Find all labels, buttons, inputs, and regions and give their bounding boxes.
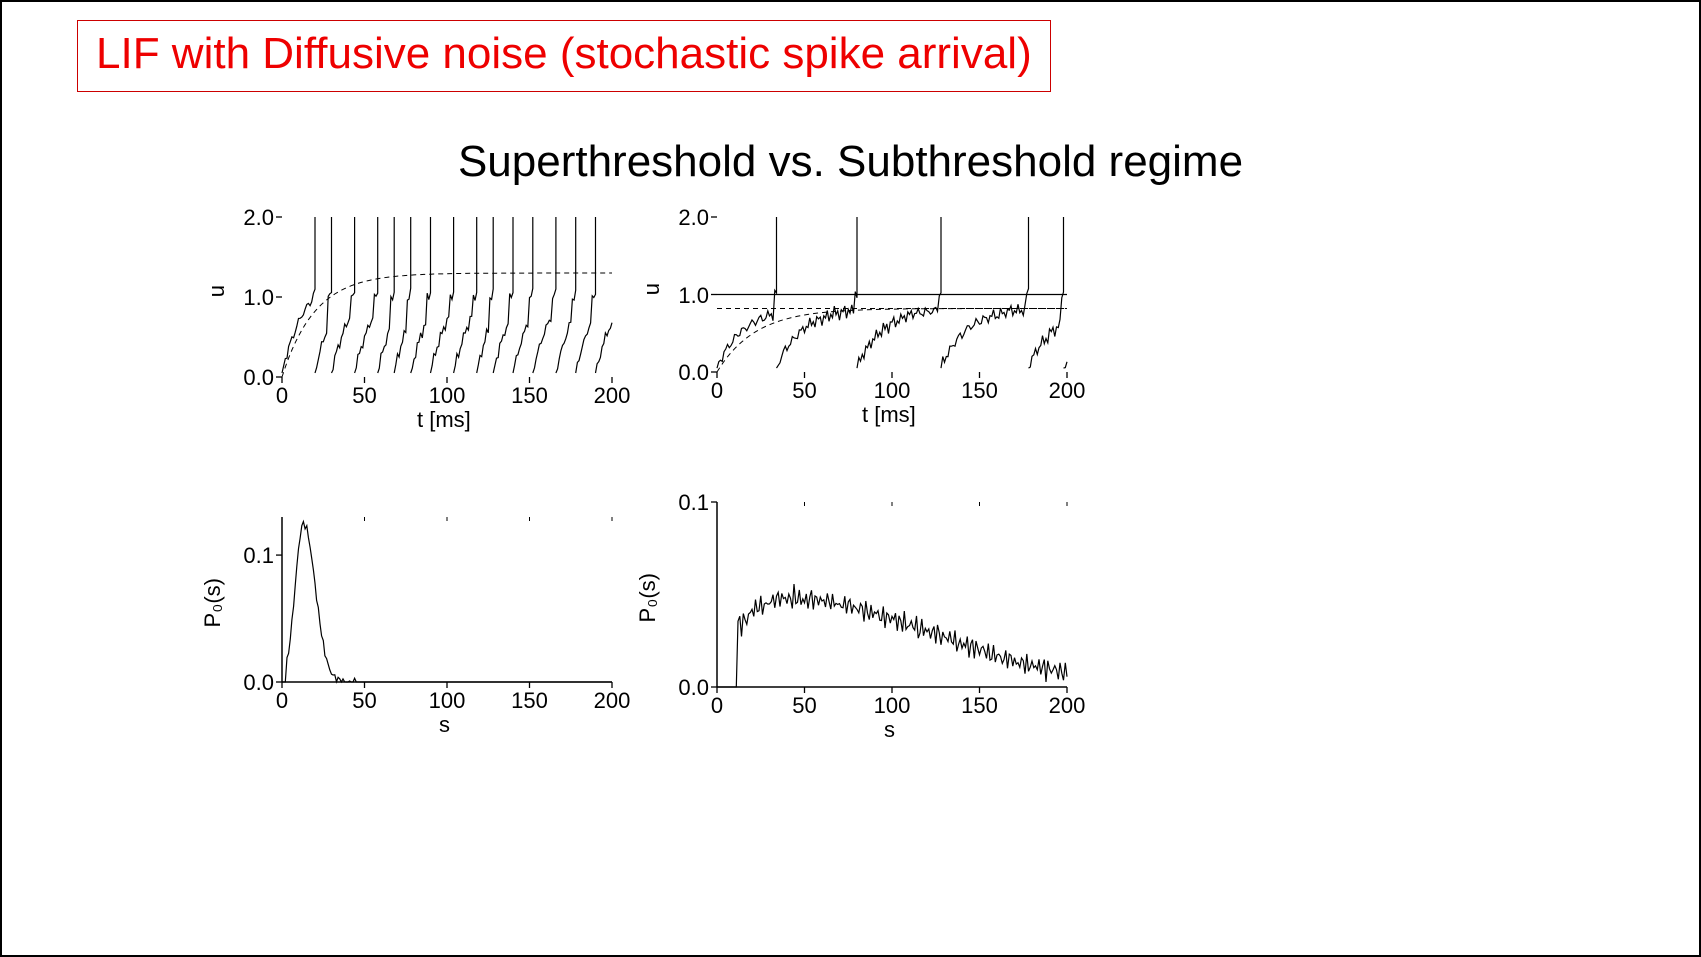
xtick-label: 150 <box>505 383 555 409</box>
xtick-label: 50 <box>340 688 390 714</box>
xlabel: s <box>884 717 895 743</box>
xtick-label: 200 <box>1042 693 1092 719</box>
xtick-label: 100 <box>867 378 917 404</box>
xtick-label: 0 <box>257 688 307 714</box>
panel-top-left <box>282 217 612 382</box>
xlabel: t [ms] <box>862 402 916 428</box>
panel-top-right <box>717 217 1067 377</box>
ytick-label: 2.0 <box>667 205 709 231</box>
xtick-label: 50 <box>340 383 390 409</box>
xlabel: s <box>439 712 450 738</box>
ytick-label: 0.1 <box>667 490 709 516</box>
xtick-label: 100 <box>422 688 472 714</box>
slide-title: LIF with Diffusive noise (stochastic spi… <box>77 20 1051 92</box>
plot-grid: 0.01.02.0u050100150200t [ms]0.01.02.0u05… <box>202 217 1102 757</box>
xtick-label: 150 <box>505 688 555 714</box>
xtick-label: 0 <box>692 693 742 719</box>
xtick-label: 200 <box>587 383 637 409</box>
ylabel: P₀(s) <box>635 573 661 622</box>
xtick-label: 150 <box>955 378 1005 404</box>
slide-subtitle: Superthreshold vs. Subthreshold regime <box>2 137 1699 187</box>
xtick-label: 0 <box>257 383 307 409</box>
xtick-label: 100 <box>422 383 472 409</box>
xtick-label: 200 <box>587 688 637 714</box>
xtick-label: 0 <box>692 378 742 404</box>
panel-bottom-left <box>282 517 612 687</box>
ylabel: P₀(s) <box>200 578 226 627</box>
xtick-label: 50 <box>780 378 830 404</box>
xtick-label: 150 <box>955 693 1005 719</box>
ytick-label: 2.0 <box>232 205 274 231</box>
panel-bottom-right <box>717 502 1067 692</box>
xtick-label: 50 <box>780 693 830 719</box>
ytick-label: 1.0 <box>667 283 709 309</box>
xtick-label: 100 <box>867 693 917 719</box>
ylabel: u <box>639 283 665 295</box>
ytick-label: 0.1 <box>232 543 274 569</box>
xtick-label: 200 <box>1042 378 1092 404</box>
ytick-label: 1.0 <box>232 285 274 311</box>
ylabel: u <box>204 285 230 297</box>
xlabel: t [ms] <box>417 407 471 433</box>
